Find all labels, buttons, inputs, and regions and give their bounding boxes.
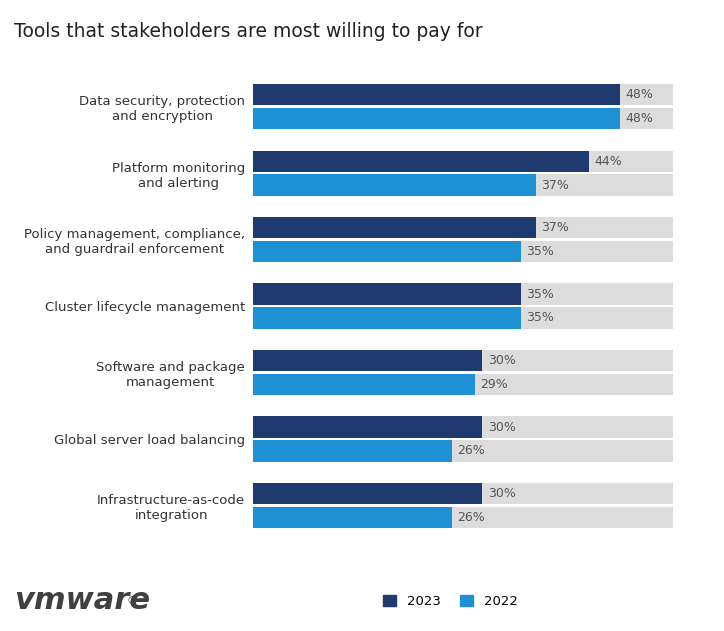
Text: 26%: 26% <box>458 444 485 457</box>
Bar <box>253 307 521 329</box>
Text: 37%: 37% <box>542 221 569 234</box>
Text: 48%: 48% <box>626 112 653 125</box>
Bar <box>253 108 673 129</box>
Text: vmware: vmware <box>14 586 151 615</box>
Bar <box>253 374 673 395</box>
Legend: 2023, 2022: 2023, 2022 <box>378 590 523 613</box>
Text: Tools that stakeholders are most willing to pay for: Tools that stakeholders are most willing… <box>14 22 483 41</box>
Bar <box>253 283 673 305</box>
Bar <box>253 283 521 305</box>
Bar <box>253 84 620 105</box>
Bar <box>253 483 482 504</box>
Text: 29%: 29% <box>480 378 508 391</box>
Bar <box>253 483 673 504</box>
Text: 48%: 48% <box>626 88 653 101</box>
Text: 30%: 30% <box>488 420 515 433</box>
Bar <box>253 507 673 528</box>
Bar <box>253 416 673 438</box>
Bar <box>253 374 475 395</box>
Bar <box>253 151 673 172</box>
Bar <box>253 350 673 371</box>
Bar <box>253 440 673 461</box>
Text: 44%: 44% <box>594 155 623 168</box>
Bar <box>253 350 482 371</box>
Bar <box>253 151 589 172</box>
Text: ®: ® <box>127 596 138 606</box>
Bar <box>253 108 620 129</box>
Bar <box>253 174 673 196</box>
Bar <box>253 174 536 196</box>
Bar <box>253 307 673 329</box>
Bar <box>253 217 673 239</box>
Bar <box>253 507 452 528</box>
Text: 35%: 35% <box>526 245 554 258</box>
Bar <box>253 217 536 239</box>
Text: 37%: 37% <box>542 179 569 192</box>
Bar <box>253 440 452 461</box>
Text: 26%: 26% <box>458 511 485 524</box>
Bar <box>253 241 673 262</box>
Text: 30%: 30% <box>488 354 515 367</box>
Text: 35%: 35% <box>526 312 554 324</box>
Bar <box>253 241 521 262</box>
Text: 35%: 35% <box>526 288 554 300</box>
Bar <box>253 84 673 105</box>
Bar <box>253 416 482 438</box>
Text: 30%: 30% <box>488 487 515 500</box>
